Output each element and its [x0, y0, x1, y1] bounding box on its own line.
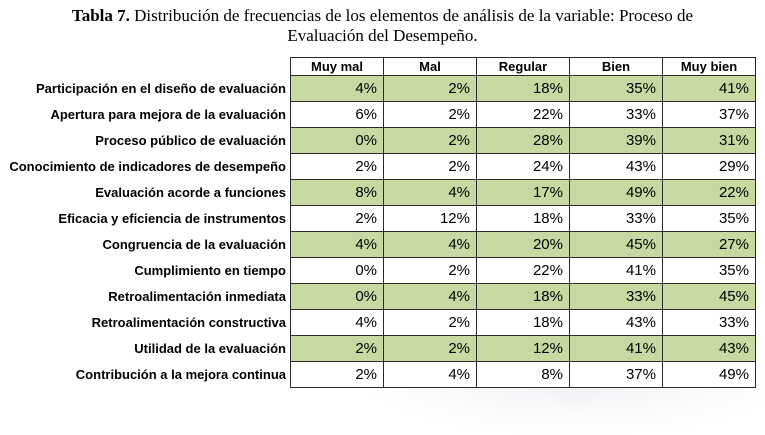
- cell-value: 2%: [290, 153, 384, 180]
- row-label: Contribución a la mejora continua: [75, 367, 286, 382]
- column-header: Regular: [476, 57, 570, 76]
- cell-value: 2%: [383, 75, 477, 102]
- cell-value: 49%: [662, 361, 756, 388]
- cell-value: 6%: [290, 101, 384, 128]
- cell-value: 43%: [569, 153, 663, 180]
- cell-value: 49%: [569, 179, 663, 206]
- cell-value: 31%: [662, 127, 756, 154]
- row-label: Proceso público de evaluación: [95, 133, 286, 148]
- table-row: Conocimiento de indicadores de desempeño…: [0, 153, 756, 180]
- cell-value: 2%: [383, 335, 477, 362]
- cell-value: 33%: [569, 101, 663, 128]
- row-label: Cumplimiento en tiempo: [134, 263, 286, 278]
- column-header: Mal: [383, 57, 477, 76]
- cell-value: 37%: [569, 361, 663, 388]
- cell-value: 18%: [476, 283, 570, 310]
- cell-value: 35%: [662, 257, 756, 284]
- cell-value: 4%: [290, 75, 384, 102]
- table-row: Evaluación acorde a funciones 8% 4% 17% 49% 2…: [0, 179, 756, 206]
- cell-value: 0%: [290, 283, 384, 310]
- table-caption: Tabla 7. Distribución de frecuencias de …: [0, 6, 765, 46]
- cell-value: 2%: [290, 205, 384, 232]
- header-empty-cell: [0, 57, 291, 76]
- row-label: Evaluación acorde a funciones: [95, 185, 286, 200]
- row-label: Participación en el diseño de evaluación: [36, 81, 286, 96]
- cell-value: 35%: [662, 205, 756, 232]
- table-row: Utilidad de la evaluación 2% 2% 12% 41% 43%: [0, 335, 756, 362]
- cell-value: 12%: [476, 335, 570, 362]
- cell-value: 4%: [383, 231, 477, 258]
- column-header: Bien: [569, 57, 663, 76]
- cell-value: 2%: [383, 101, 477, 128]
- row-label: Eficacia y eficiencia de instrumentos: [58, 211, 286, 226]
- cell-value: 33%: [569, 283, 663, 310]
- cell-value: 29%: [662, 153, 756, 180]
- caption-line-2: Evaluación del Desempeño.: [287, 26, 478, 45]
- row-label: Apertura para mejora de la evaluación: [50, 107, 286, 122]
- cell-value: 37%: [662, 101, 756, 128]
- cell-value: 22%: [476, 101, 570, 128]
- column-header: Muy mal: [290, 57, 384, 76]
- cell-value: 24%: [476, 153, 570, 180]
- row-label: Retroalimentación constructiva: [91, 315, 286, 330]
- table-row: Proceso público de evaluación 0% 2% 28% 39% 3…: [0, 127, 756, 154]
- cell-value: 4%: [383, 361, 477, 388]
- cell-value: 45%: [569, 231, 663, 258]
- cell-value: 18%: [476, 205, 570, 232]
- caption-label: Tabla 7.: [71, 6, 130, 25]
- cell-value: 2%: [383, 309, 477, 336]
- cell-value: 43%: [569, 309, 663, 336]
- cell-value: 28%: [476, 127, 570, 154]
- table-row: Eficacia y eficiencia de instrumentos 2% 1…: [0, 205, 756, 232]
- cell-value: 4%: [383, 179, 477, 206]
- cell-value: 41%: [569, 335, 663, 362]
- cell-value: 0%: [290, 257, 384, 284]
- caption-text: Distribución de frecuencias de los eleme…: [134, 6, 694, 25]
- cell-value: 20%: [476, 231, 570, 258]
- table-row: Congruencia de la evaluación 4% 4% 20% 45% 27…: [0, 231, 756, 258]
- table-row: Contribución a la mejora continua 2% 4% 8% 3…: [0, 361, 756, 388]
- row-label: Retroalimentación inmediata: [108, 289, 286, 304]
- cell-value: 18%: [476, 75, 570, 102]
- cell-value: 2%: [383, 127, 477, 154]
- frequency-table: Muy mal Mal Regular Bien Muy bien Partic…: [0, 57, 756, 388]
- cell-value: 4%: [290, 231, 384, 258]
- column-header: Muy bien: [662, 57, 756, 76]
- table-row: Participación en el diseño de evaluación…: [0, 75, 756, 102]
- cell-value: 4%: [290, 309, 384, 336]
- table-row: Cumplimiento en tiempo 0% 2% 22% 41% 35%: [0, 257, 756, 284]
- cell-value: 4%: [383, 283, 477, 310]
- cell-value: 45%: [662, 283, 756, 310]
- cell-value: 22%: [662, 179, 756, 206]
- cell-value: 22%: [476, 257, 570, 284]
- cell-value: 8%: [476, 361, 570, 388]
- table-header-row: Muy mal Mal Regular Bien Muy bien: [0, 57, 756, 76]
- row-label: Utilidad de la evaluación: [134, 341, 286, 356]
- cell-value: 18%: [476, 309, 570, 336]
- cell-value: 41%: [662, 75, 756, 102]
- table-row: Retroalimentación constructiva 4% 2% 18% 43%…: [0, 309, 756, 336]
- cell-value: 43%: [662, 335, 756, 362]
- cell-value: 0%: [290, 127, 384, 154]
- cell-value: 17%: [476, 179, 570, 206]
- row-label: Conocimiento de indicadores de desempeño: [9, 159, 286, 174]
- cell-value: 2%: [290, 361, 384, 388]
- row-label: Congruencia de la evaluación: [102, 237, 287, 252]
- cell-value: 41%: [569, 257, 663, 284]
- table-row: Retroalimentación inmediata 0% 4% 18% 33% 45%: [0, 283, 756, 310]
- cell-value: 33%: [662, 309, 756, 336]
- cell-value: 27%: [662, 231, 756, 258]
- cell-value: 2%: [383, 257, 477, 284]
- cell-value: 33%: [569, 205, 663, 232]
- cell-value: 39%: [569, 127, 663, 154]
- caption-line-1: Tabla 7. Distribución de frecuencias de …: [0, 6, 765, 26]
- cell-value: 2%: [290, 335, 384, 362]
- cell-value: 2%: [383, 153, 477, 180]
- cell-value: 35%: [569, 75, 663, 102]
- cell-value: 12%: [383, 205, 477, 232]
- table-row: Apertura para mejora de la evaluación 6% 2…: [0, 101, 756, 128]
- cell-value: 8%: [290, 179, 384, 206]
- table-body: Participación en el diseño de evaluación…: [0, 75, 756, 388]
